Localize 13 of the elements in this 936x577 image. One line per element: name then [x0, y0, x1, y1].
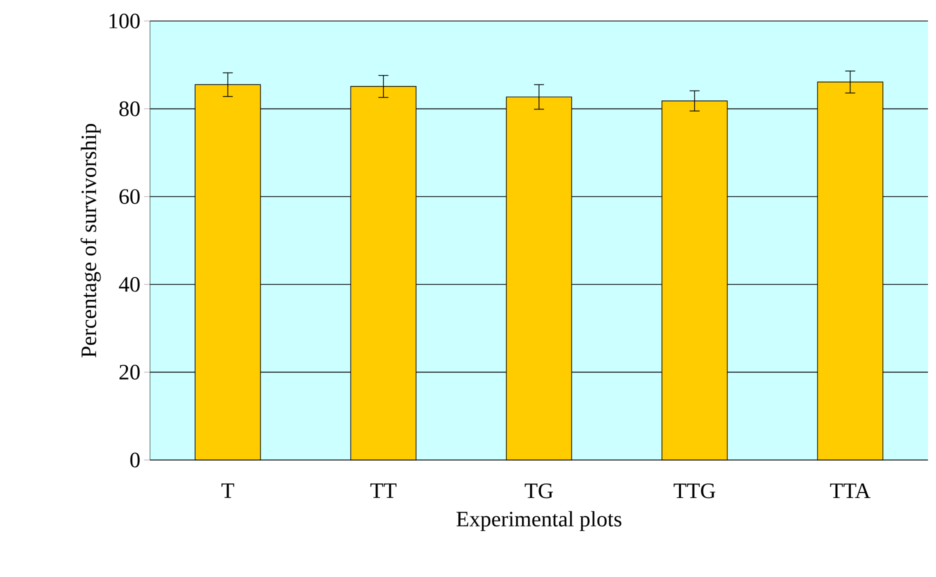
x-tick-label: TTA	[830, 484, 870, 498]
y-tick-label: 0	[130, 452, 140, 468]
y-tick-label: 60	[120, 189, 140, 204]
x-tick-label: TG	[524, 484, 553, 498]
x-axis-title: Experimental plots	[456, 511, 622, 531]
y-tick-label: 80	[119, 101, 140, 116]
y-tick-label: 100	[110, 14, 140, 28]
x-tick-label: T	[222, 484, 234, 498]
y-tick-label: 40	[118, 277, 140, 292]
x-tick-label: TT	[370, 484, 396, 498]
y-tick-label: 20	[120, 364, 140, 380]
x-tick-label: TTG	[674, 484, 716, 498]
y-axis-title: Percentage of survivorship	[80, 124, 101, 358]
